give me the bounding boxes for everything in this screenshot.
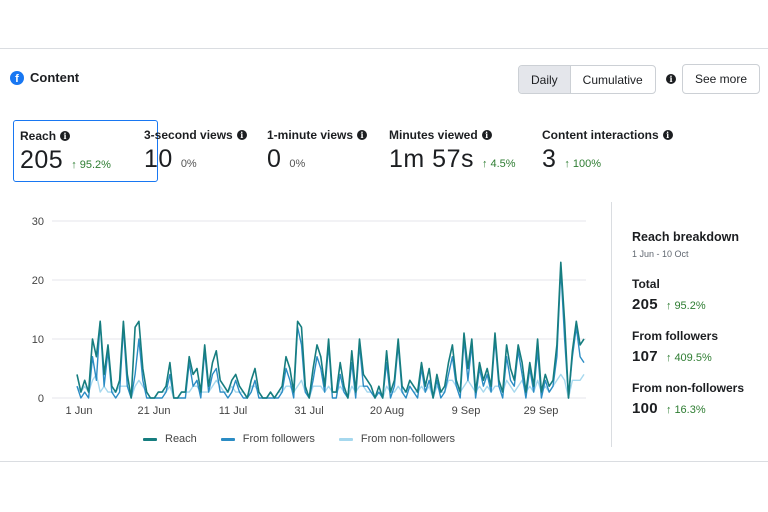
y-tick-label: 20 — [32, 275, 44, 287]
metric-3-second-views[interactable]: 3-second views i 10 0% — [138, 120, 258, 182]
metric-reach[interactable]: Reach i 205 ↑ 95.2% — [13, 120, 158, 182]
info-icon[interactable]: i — [666, 74, 676, 84]
metric-change: 4.5% — [490, 158, 516, 170]
series-line-reach — [76, 261, 585, 399]
x-tick-label: 1 Jun — [66, 405, 93, 417]
breakdown-total: Total 205 ↑ 95.2% — [632, 277, 706, 313]
legend-swatch — [220, 437, 235, 441]
y-tick-label: 30 — [32, 216, 44, 228]
page-title: Content — [30, 70, 80, 85]
breakdown-label: From non-followers — [632, 381, 744, 395]
arrow-up-icon: ↑ — [665, 352, 672, 364]
metric-label: Content interactions — [542, 128, 659, 142]
breakdown-date-range: 1 Jun - 10 Oct — [632, 249, 689, 259]
metric-change: 0% — [289, 158, 306, 170]
metric-change: 0% — [180, 158, 197, 170]
arrow-up-icon: ↑ — [564, 158, 570, 170]
x-tick-label: 9 Sep — [452, 405, 481, 417]
breakdown-change: 409.5% — [674, 352, 712, 364]
info-icon[interactable]: i — [236, 130, 247, 140]
breakdown-from-followers: From followers 107 ↑ 409.5% — [632, 329, 718, 365]
bottom-divider — [0, 461, 768, 462]
arrow-up-icon: ↑ — [71, 159, 77, 171]
arrow-up-icon: ↑ — [481, 158, 488, 170]
arrow-up-icon: ↑ — [665, 300, 672, 312]
content-header: f Content — [10, 70, 79, 85]
reach-line-chart: 0 10 20 30 1 Jun 21 Jun 11 Jul 31 Jul 20 Aug 9 Se… — [32, 216, 586, 417]
vertical-divider — [611, 202, 612, 447]
info-icon[interactable]: i — [60, 131, 71, 141]
metric-label: Minutes viewed — [389, 128, 478, 142]
metric-label: 1-minute views — [267, 128, 354, 142]
legend-label: From followers — [242, 433, 315, 445]
arrow-up-icon: ↑ — [665, 404, 672, 416]
y-tick-label: 0 — [38, 393, 44, 405]
daily-button[interactable]: Daily — [519, 66, 571, 93]
x-tick-label: 20 Aug — [370, 405, 404, 417]
metric-label: 3-second views — [144, 128, 233, 142]
breakdown-change: 16.3% — [674, 404, 706, 416]
metric-value: 0 — [267, 145, 282, 173]
breakdown-change: 95.2% — [674, 300, 706, 312]
series-line-from-followers — [76, 267, 585, 399]
metric-content-interactions[interactable]: Content interactions i 3 ↑ 100% — [536, 120, 696, 182]
x-tick-label: 11 Jul — [219, 405, 248, 417]
x-tick-label: 29 Sep — [524, 405, 559, 417]
legend-label: From non-followers — [360, 433, 456, 445]
metric-1-minute-views[interactable]: 1-minute views i 0 0% — [261, 120, 381, 182]
breakdown-label: Total — [632, 277, 660, 291]
facebook-icon: f — [10, 70, 24, 85]
legend-swatch — [143, 437, 157, 441]
legend-item-followers[interactable]: From followers — [220, 433, 315, 445]
y-tick-label: 10 — [32, 334, 44, 346]
reach-breakdown-panel: Reach breakdown 1 Jun - 10 Oct Total 205… — [632, 230, 762, 417]
metric-minutes-viewed[interactable]: Minutes viewed i 1m 57s ↑ 4.5% — [383, 120, 533, 182]
metric-change: 95.2% — [79, 159, 111, 171]
cumulative-button[interactable]: Cumulative — [582, 72, 643, 87]
info-icon[interactable]: i — [481, 130, 492, 140]
breakdown-from-non-followers: From non-followers 100 ↑ 16.3% — [632, 381, 744, 417]
metric-value: 205 — [20, 146, 64, 174]
x-tick-label: 21 Jun — [137, 405, 170, 417]
metric-value: 10 — [144, 145, 173, 173]
metric-label: Reach — [20, 129, 57, 143]
metric-value: 1m 57s — [389, 145, 474, 173]
x-tick-label: 31 Jul — [294, 405, 323, 417]
breakdown-value: 107 — [632, 348, 658, 365]
info-icon[interactable]: i — [357, 130, 368, 140]
metric-value: 3 — [542, 145, 557, 173]
legend-swatch — [338, 437, 353, 441]
top-divider — [0, 48, 768, 49]
breakdown-label: From followers — [632, 329, 719, 343]
legend-item-non-followers[interactable]: From non-followers — [338, 433, 456, 445]
breakdown-value: 205 — [632, 296, 658, 313]
chart-legend: Reach From followers From non-followers — [143, 433, 455, 445]
date-mode-toggle: Daily Cumulative — [518, 65, 656, 94]
breakdown-value: 100 — [632, 400, 658, 417]
legend-label: Reach — [165, 433, 197, 445]
info-icon[interactable]: i — [662, 130, 673, 140]
see-more-button[interactable]: See more — [682, 64, 760, 94]
metric-change: 100% — [572, 158, 602, 170]
breakdown-title: Reach breakdown — [632, 230, 739, 244]
legend-item-reach[interactable]: Reach — [143, 433, 197, 445]
